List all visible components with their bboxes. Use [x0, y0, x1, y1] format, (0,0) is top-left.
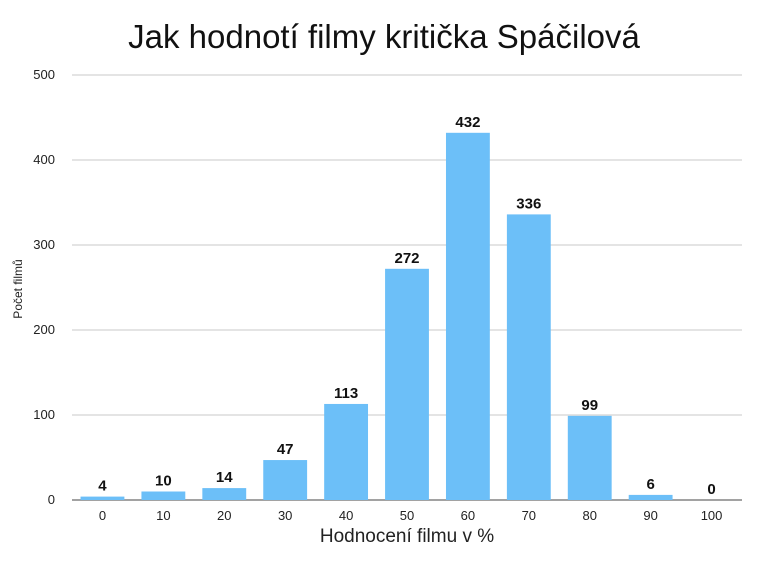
bar: [141, 491, 186, 500]
bar: [385, 268, 429, 500]
data-label: 10: [155, 473, 172, 490]
x-tick-label: 10: [156, 508, 170, 523]
data-label: 432: [455, 114, 480, 131]
bar: [263, 460, 308, 500]
y-tick-labels: 0 100 200 300 400 500: [33, 67, 55, 507]
bar: [628, 494, 673, 500]
data-label: 6: [646, 476, 654, 493]
data-label: 0: [707, 481, 715, 498]
data-label: 14: [216, 469, 233, 486]
x-tick-label: 90: [643, 508, 657, 523]
bars: [80, 132, 673, 501]
x-axis-label: Hodnocení filmu v %: [319, 526, 495, 547]
x-tick-label: 40: [339, 508, 353, 523]
x-tick-label: 20: [217, 508, 231, 523]
bar: [445, 132, 490, 501]
x-tick-label: 70: [522, 508, 536, 523]
x-tick-label: 60: [461, 508, 475, 523]
x-tick-label: 100: [701, 508, 723, 523]
bar: [80, 496, 125, 500]
y-tick-label: 400: [33, 152, 55, 167]
y-tick-label: 300: [33, 237, 55, 252]
y-tick-label: 500: [33, 67, 55, 82]
data-label: 99: [581, 397, 598, 414]
data-label: 47: [277, 441, 294, 458]
x-tick-labels: 0 10 20 30 40 50 60 70 80 90 100: [99, 508, 723, 523]
data-labels: 4 10 14 47 113 272 432 336 99 6 0: [98, 114, 715, 498]
y-tick-label: 0: [48, 492, 55, 507]
bar: [202, 488, 247, 500]
bar: [324, 403, 369, 500]
data-label: 272: [394, 250, 419, 267]
x-tick-label: 30: [278, 508, 292, 523]
bar: [506, 214, 551, 500]
x-tick-label: 50: [400, 508, 414, 523]
data-label: 113: [334, 385, 358, 402]
x-tick-label: 0: [99, 508, 106, 523]
bar: [567, 415, 612, 500]
chart-title: Jak hodnotí filmy kritička Spáčilová: [128, 18, 640, 55]
y-tick-label: 200: [33, 322, 55, 337]
data-label: 4: [98, 478, 107, 495]
x-tick-label: 80: [582, 508, 596, 523]
data-label: 336: [516, 195, 541, 212]
y-tick-label: 100: [33, 407, 55, 422]
